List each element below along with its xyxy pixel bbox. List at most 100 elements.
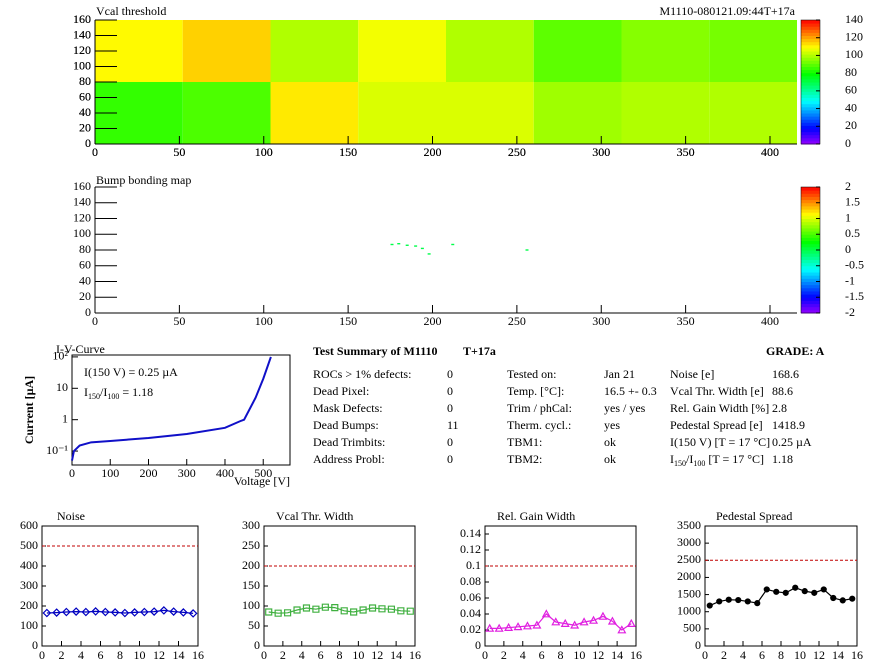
colorbar-step: [801, 116, 820, 120]
marker: [81, 607, 91, 617]
marker: [52, 608, 61, 617]
bump-point: [427, 253, 431, 255]
y-tick-label: 20: [79, 289, 91, 303]
summary-value: 2.8: [772, 401, 787, 415]
heat-cell: [709, 82, 797, 144]
colorbar-step: [801, 193, 820, 197]
x-tick-label: 0: [92, 145, 98, 159]
colorbar-step: [801, 20, 820, 24]
x-tick-label: 2: [59, 648, 65, 662]
colorbar-step: [801, 284, 820, 289]
y-tick-label: 50: [248, 618, 260, 632]
x-tick-label: 150: [339, 145, 357, 159]
summary-value: 0: [447, 367, 453, 381]
colorbar-step: [801, 122, 820, 126]
y-tick-label: 0.06: [460, 590, 481, 604]
summary-value: yes: [604, 418, 620, 432]
x-tick-label: 400: [761, 145, 779, 159]
colorbar-tick-label: -1: [845, 273, 855, 287]
y-tick-label: 2500: [677, 552, 701, 566]
x-tick-label: 10: [573, 648, 585, 662]
annotation-part: /I: [100, 385, 107, 399]
chart-title: Bump bonding map: [96, 173, 191, 187]
marker: [504, 622, 514, 631]
colorbar-step: [801, 290, 820, 295]
colorbar-step: [801, 100, 820, 105]
colorbar-tick-label: 2: [845, 179, 851, 193]
data-line: [709, 587, 853, 607]
chart-title: Vcal threshold: [96, 4, 166, 18]
marker: [735, 596, 742, 604]
x-tick-label: 0: [261, 648, 267, 662]
summary-label-part: I: [670, 452, 674, 466]
colorbar-step: [801, 300, 820, 305]
colorbar-step: [801, 57, 820, 61]
colorbar-step: [801, 140, 820, 145]
summary-label: Dead Trimbits:: [313, 435, 385, 449]
marker: [773, 588, 780, 595]
marker: [331, 604, 339, 612]
y-tick-label: 300: [242, 518, 260, 532]
colorbar-tick-label: 0: [845, 242, 851, 256]
colorbar-step: [801, 75, 820, 80]
marker: [754, 600, 761, 607]
x-tick-label: 14: [611, 648, 623, 662]
colorbar-step: [801, 91, 820, 95]
y-tick-label: 80: [79, 242, 91, 256]
y-tick-label: 0.12: [460, 542, 481, 556]
summary-grade: GRADE: A: [766, 344, 825, 358]
colorbar-step: [801, 297, 820, 301]
heat-cell: [182, 20, 271, 82]
summary-value: ok: [604, 435, 616, 449]
heat-cell: [446, 82, 534, 144]
colorbar-step: [801, 306, 820, 311]
summary-label: Vcal Thr. Width [e]: [670, 384, 764, 398]
x-tick-label: 0: [702, 648, 708, 662]
x-tick-label: 14: [832, 648, 844, 662]
x-tick-label: 8: [117, 648, 123, 662]
colorbar-step: [801, 243, 820, 248]
marker: [378, 605, 386, 613]
x-tick-label: 10: [134, 648, 146, 662]
chart-subtitle: M1110-080121.09:44T+17a: [659, 4, 795, 18]
marker: [340, 607, 348, 615]
colorbar-tick-label: 40: [845, 100, 857, 114]
marker: [406, 607, 414, 615]
summary-value: 0: [447, 452, 453, 466]
y-tick-label: 80: [79, 74, 91, 88]
summary-label: Tested on:: [507, 367, 556, 381]
marker: [159, 606, 169, 615]
heat-cell: [182, 82, 271, 144]
x-tick-label: 250: [508, 145, 526, 159]
marker: [589, 615, 599, 624]
colorbar-step: [801, 262, 820, 267]
marker: [179, 608, 188, 617]
marker: [607, 616, 617, 625]
summary-value: yes / yes: [604, 401, 646, 415]
marker: [560, 618, 570, 627]
y-tick-label: 120: [73, 210, 91, 224]
marker: [541, 609, 551, 618]
x-tick-label: 250: [508, 314, 526, 328]
chart-title: I-V-Curve: [56, 342, 105, 356]
x-tick-label: 8: [778, 648, 784, 662]
colorbar-step: [801, 94, 820, 98]
colorbar-step: [801, 88, 820, 92]
y-tick-label: 120: [73, 43, 91, 57]
marker: [312, 605, 320, 613]
marker: [522, 621, 532, 630]
y-tick-label: 160: [73, 12, 91, 26]
y-tick-label: 100: [20, 618, 38, 632]
colorbar-step: [801, 202, 820, 207]
marker: [302, 604, 311, 612]
summary-value: ok: [604, 452, 616, 466]
x-tick-label: 10: [794, 648, 806, 662]
y-tick-label: 20: [79, 120, 91, 134]
marker: [485, 623, 495, 632]
colorbar-step: [801, 246, 820, 251]
x-tick-label: 12: [813, 648, 825, 662]
marker: [368, 604, 377, 612]
colorbar-tick-label: 20: [845, 118, 857, 132]
colorbar-step: [801, 187, 820, 191]
summary-label: TBM1:: [507, 435, 542, 449]
